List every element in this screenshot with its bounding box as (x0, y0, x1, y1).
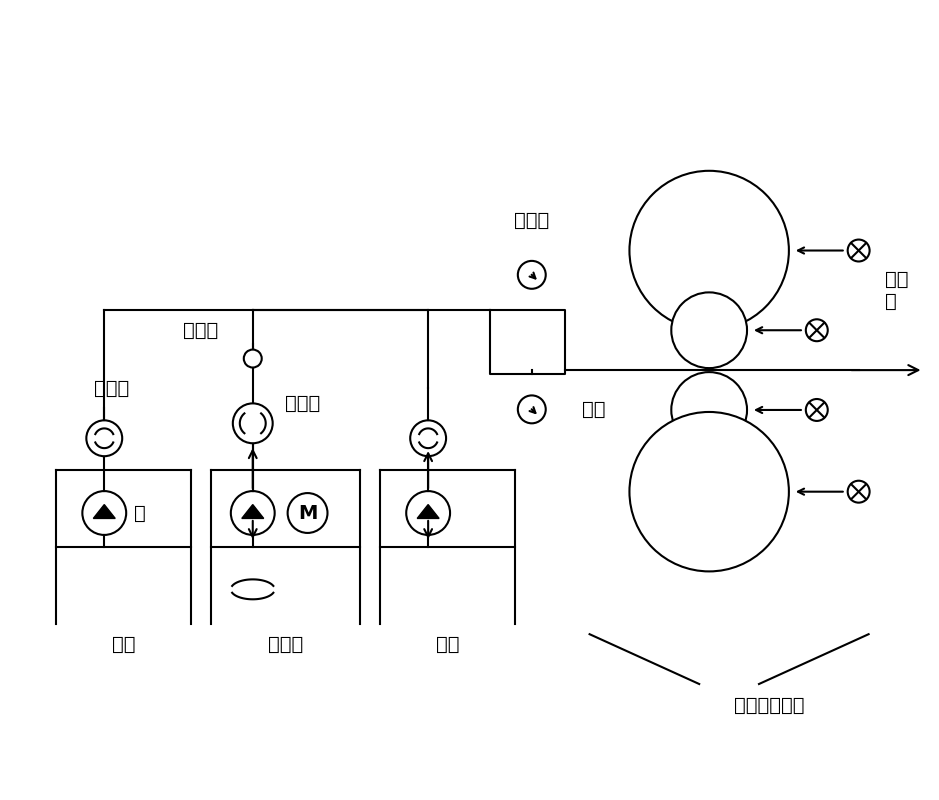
Circle shape (629, 170, 789, 330)
Circle shape (806, 399, 828, 421)
Circle shape (806, 319, 828, 342)
Polygon shape (93, 505, 115, 518)
Circle shape (287, 493, 328, 533)
Text: 搟拌器: 搟拌器 (285, 394, 320, 413)
Text: 泵: 泵 (134, 503, 146, 522)
Circle shape (83, 491, 126, 535)
Circle shape (407, 491, 450, 535)
Text: 带锂: 带锂 (581, 400, 605, 419)
Text: 混合筱: 混合筱 (268, 634, 303, 654)
Circle shape (629, 412, 789, 571)
Circle shape (410, 420, 446, 456)
Circle shape (848, 481, 870, 502)
Circle shape (233, 403, 272, 443)
Polygon shape (242, 505, 264, 518)
Circle shape (86, 420, 122, 456)
Text: 流量计: 流量计 (94, 379, 130, 398)
Text: 水筱: 水筱 (112, 634, 135, 654)
Text: 油筱: 油筱 (436, 634, 459, 654)
Circle shape (671, 372, 747, 448)
Circle shape (671, 292, 747, 368)
Text: 乳化液: 乳化液 (515, 210, 549, 230)
Circle shape (517, 261, 546, 289)
Text: 单向阀: 单向阀 (183, 321, 218, 340)
Text: M: M (298, 503, 317, 522)
Polygon shape (417, 505, 439, 518)
Circle shape (517, 395, 546, 423)
Circle shape (244, 350, 262, 367)
Text: 冷却液收集槽: 冷却液收集槽 (733, 697, 804, 715)
Circle shape (231, 491, 275, 535)
Text: 冷却
液: 冷却 液 (885, 270, 908, 311)
Circle shape (848, 239, 870, 262)
